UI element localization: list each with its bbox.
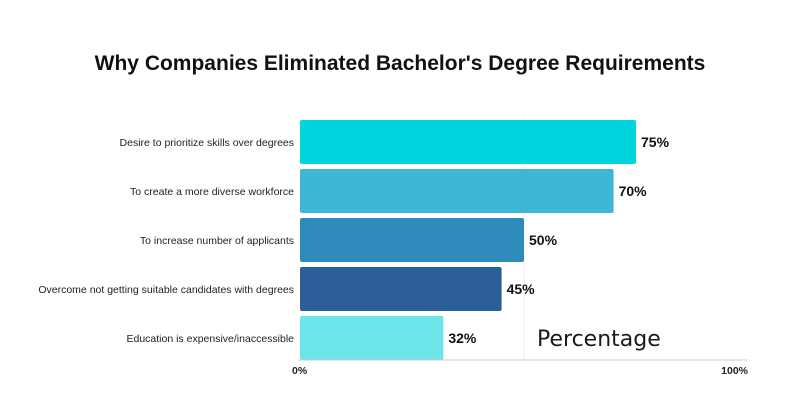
x-tick-label: 100% bbox=[721, 365, 749, 377]
value-label: 50% bbox=[529, 232, 558, 248]
value-label: 70% bbox=[619, 183, 648, 199]
legend-series-name: Percentage bbox=[537, 327, 661, 352]
bar bbox=[300, 169, 614, 213]
value-label: 75% bbox=[641, 134, 670, 150]
bar bbox=[300, 218, 524, 262]
legend: Percentage bbox=[537, 327, 661, 352]
category-label: To create a more diverse workforce bbox=[130, 186, 294, 198]
category-label: Desire to prioritize skills over degrees bbox=[120, 137, 294, 149]
bars-layer bbox=[300, 120, 636, 360]
chart-title: Why Companies Eliminated Bachelor's Degr… bbox=[94, 52, 706, 75]
bar bbox=[300, 267, 502, 311]
labels-layer: Desire to prioritize skills over degrees… bbox=[38, 134, 669, 346]
value-label: 32% bbox=[448, 330, 477, 346]
bar bbox=[300, 120, 636, 164]
category-label: Overcome not getting suitable candidates… bbox=[38, 284, 294, 296]
category-label: To increase number of applicants bbox=[140, 235, 294, 247]
x-tick-label: 0% bbox=[292, 365, 308, 377]
category-label: Education is expensive/inaccessible bbox=[126, 333, 294, 345]
bar bbox=[300, 316, 444, 360]
x-axis: 0% 100% bbox=[292, 359, 749, 377]
value-label: 45% bbox=[507, 281, 536, 297]
